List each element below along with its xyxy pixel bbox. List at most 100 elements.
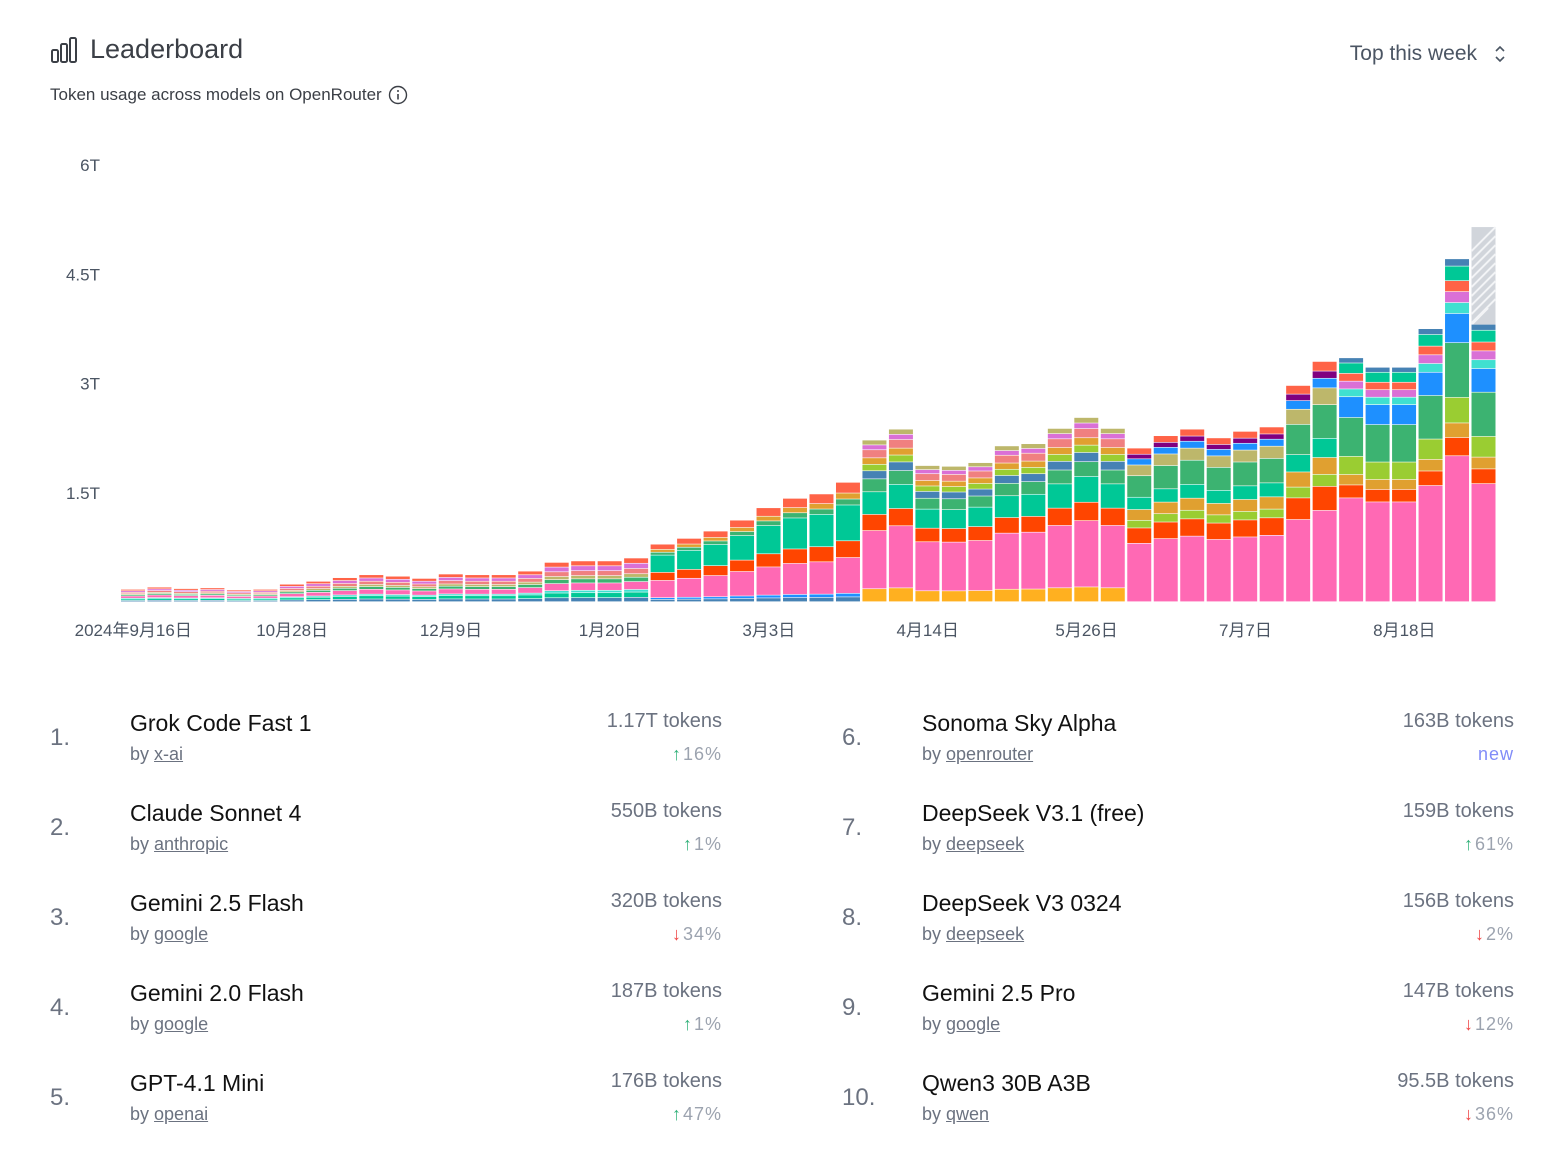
- bar: [1047, 428, 1072, 602]
- bar-segment: [1180, 536, 1205, 602]
- hatch-line: [1470, 262, 1497, 288]
- bar: [915, 465, 940, 602]
- bar-segment: [1418, 363, 1443, 372]
- bar-segment: [624, 589, 649, 592]
- model-name-link[interactable]: GPT-4.1 Mini: [130, 1070, 265, 1096]
- ranking-item[interactable]: 6. Sonoma Sky Alpha by openrouter 163B toke…: [842, 700, 1514, 790]
- model-name-link[interactable]: DeepSeek V3.1 (free): [922, 800, 1145, 826]
- model-author: by openai: [130, 1104, 208, 1125]
- author-link[interactable]: google: [154, 924, 209, 944]
- bar-segment: [306, 588, 331, 590]
- author-link[interactable]: x-ai: [154, 744, 184, 764]
- bar-segment: [1286, 519, 1311, 602]
- arrow-up-icon: ↑: [671, 1104, 682, 1124]
- bar-segment: [121, 596, 145, 598]
- bar-segment: [253, 592, 278, 594]
- model-name-link[interactable]: Gemini 2.5 Flash: [130, 890, 304, 916]
- bar-segment: [862, 589, 887, 602]
- ranking-item[interactable]: 1. Grok Code Fast 1 by x-ai 1.17T tokens ↑ 16…: [50, 700, 722, 790]
- bar-segment: [385, 590, 410, 595]
- model-name-link[interactable]: Grok Code Fast 1: [130, 710, 312, 736]
- bar-segment: [730, 535, 755, 560]
- bar-segment: [1471, 457, 1496, 469]
- model-name-link[interactable]: Claude Sonnet 4: [130, 800, 302, 826]
- bar: [1127, 448, 1152, 602]
- bar-segment: [1233, 537, 1258, 602]
- weekly-change: ↑ 1%: [683, 1014, 722, 1035]
- bar-segment: [1127, 454, 1152, 459]
- bar-segment: [1153, 489, 1178, 502]
- bar-segment: [835, 505, 860, 541]
- bar-segment: [1100, 588, 1125, 602]
- model-name-link[interactable]: DeepSeek V3 0324: [922, 890, 1122, 916]
- bar-segment: [1153, 442, 1178, 448]
- author-link[interactable]: deepseek: [946, 834, 1025, 854]
- bar-segment: [121, 591, 145, 592]
- bar-segment: [835, 541, 860, 558]
- bar-segment: [888, 462, 913, 471]
- bar: [359, 575, 384, 602]
- bar-segment: [650, 572, 675, 581]
- bar-segment: [359, 584, 384, 587]
- ranking-item[interactable]: 3. Gemini 2.5 Flash by google 320B tokens ↓ 3…: [50, 880, 722, 970]
- bar-segment: [438, 574, 463, 578]
- author-link[interactable]: anthropic: [154, 834, 229, 854]
- model-name-link[interactable]: Qwen3 30B A3B: [922, 1070, 1091, 1096]
- ranking-item[interactable]: 9. Gemini 2.5 Pro by google 147B tokens ↓ 12%: [842, 970, 1514, 1060]
- bar-segment: [968, 540, 993, 591]
- bar-segment: [1127, 465, 1152, 476]
- bar-segment: [624, 597, 649, 602]
- bar-segment: [1180, 484, 1205, 498]
- bar-segment: [571, 593, 596, 598]
- bar-segment: [941, 466, 966, 471]
- bar-segment: [279, 584, 304, 587]
- author-link[interactable]: openrouter: [946, 744, 1034, 764]
- bar-segment: [385, 587, 410, 590]
- x-tick-label: 4月14日: [896, 621, 958, 640]
- author-link[interactable]: google: [946, 1014, 1001, 1034]
- bar-segment: [121, 599, 145, 601]
- bar-segment: [888, 484, 913, 509]
- by-label: by: [922, 1014, 942, 1034]
- bar-segment: [1259, 439, 1284, 446]
- author-link[interactable]: openai: [154, 1104, 209, 1124]
- bar-segment: [1365, 479, 1390, 490]
- bar-segment: [1206, 503, 1231, 515]
- bar-segment: [1445, 280, 1470, 292]
- bar-segment: [1180, 460, 1205, 485]
- bar-segment: [1312, 457, 1337, 475]
- author-link[interactable]: deepseek: [946, 924, 1025, 944]
- bar-segment: [1418, 439, 1443, 460]
- bar-segment: [915, 498, 940, 509]
- author-link[interactable]: qwen: [946, 1104, 990, 1124]
- bar-segment: [1339, 381, 1364, 389]
- bar-segment: [1392, 424, 1417, 462]
- token-count: 147B tokens: [1402, 980, 1514, 1002]
- model-name-link[interactable]: Gemini 2.5 Pro: [922, 980, 1076, 1006]
- ranking-item[interactable]: 4. Gemini 2.0 Flash by google 187B tokens ↑ 1…: [50, 970, 722, 1060]
- ranking-item[interactable]: 10. Qwen3 30B A3B by qwen 95.5B tokens ↓ 36%: [842, 1060, 1514, 1150]
- bar-segment: [1445, 423, 1470, 438]
- bar-segment: [968, 467, 993, 471]
- ranking-item[interactable]: 7. DeepSeek V3.1 (free) by deepseek 159B to…: [842, 790, 1514, 880]
- bar-segment: [1445, 302, 1470, 314]
- bar-segment: [1445, 343, 1470, 398]
- bar-segment: [888, 448, 913, 455]
- info-icon[interactable]: [388, 85, 408, 105]
- model-name-link[interactable]: Sonoma Sky Alpha: [922, 710, 1117, 736]
- ranking-item[interactable]: 2. Claude Sonnet 4 by anthropic 550B tokens…: [50, 790, 722, 880]
- arrow-up-icon: ↑: [1463, 834, 1474, 854]
- bar-segment: [915, 465, 940, 470]
- x-tick-label: 8月18日: [1373, 621, 1435, 640]
- ranking-item[interactable]: 5. GPT-4.1 Mini by openai 176B tokens ↑ 47%: [50, 1060, 722, 1150]
- author-link[interactable]: google: [154, 1014, 209, 1034]
- model-name-link[interactable]: Gemini 2.0 Flash: [130, 980, 304, 1006]
- bar-segment: [756, 598, 781, 602]
- bar-segment: [756, 567, 781, 595]
- weekly-change: ↓ 12%: [1464, 1014, 1514, 1035]
- bar-segment: [1312, 486, 1337, 511]
- bar-segment: [1286, 424, 1311, 455]
- period-select[interactable]: Top this week: [1350, 42, 1507, 66]
- bar-segment: [1471, 469, 1496, 484]
- ranking-item[interactable]: 8. DeepSeek V3 0324 by deepseek 156B tokens…: [842, 880, 1514, 970]
